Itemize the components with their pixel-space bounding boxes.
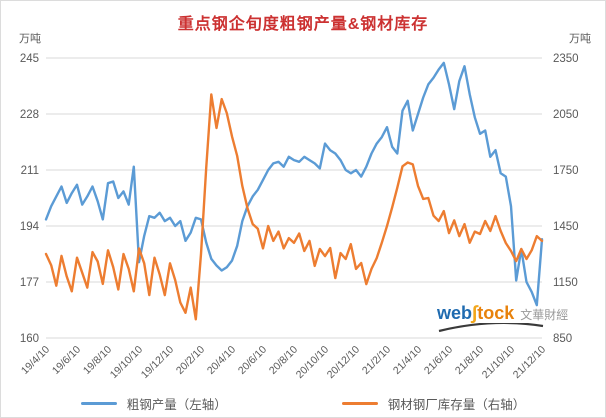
page-title: 重点钢企旬度粗钢产量&钢材库存	[177, 16, 429, 33]
x-axis-tick-label: 19/12/10	[139, 344, 176, 381]
watermark-integral-glyph: ∫	[472, 303, 478, 324]
watermark-logo: web∫tock 文華財經	[437, 303, 569, 333]
x-axis-tick-label: 19/10/10	[108, 344, 145, 381]
watermark-cn-text: 文華財經	[520, 308, 569, 322]
right-axis-tick-label: 2350	[553, 53, 579, 65]
legend-label-crude-steel-output: 粗钢产量（左轴）	[126, 398, 227, 412]
right-axis-tick-label: 1450	[553, 221, 579, 233]
legend-item-crude-steel-output: 粗钢产量（左轴）	[80, 394, 227, 413]
x-axis-tick-label: 21/4/10	[391, 344, 424, 377]
left-axis-tick-label: 211	[21, 165, 39, 177]
left-axis-tick-label: 160	[20, 333, 39, 345]
x-axis-tick-label: 21/2/10	[360, 344, 393, 377]
watermark-swoosh-icon	[438, 323, 544, 333]
left-axis-tick-label: 245	[20, 53, 39, 65]
left-axis-unit-label: 万吨	[19, 33, 41, 45]
legend-label-steel-inventory: 钢材钢厂库存量（右轴）	[387, 398, 526, 412]
left-axis-tick-label: 177	[20, 277, 39, 289]
x-axis-tick-label: 20/6/10	[236, 344, 269, 377]
x-axis-tick-label: 21/10/10	[480, 344, 517, 381]
x-axis-tick-label: 20/10/10	[294, 344, 331, 381]
right-axis-tick-label: 850	[553, 333, 572, 345]
series-line-crude-steel-output	[44, 61, 544, 307]
left-axis-tick-label: 228	[20, 109, 39, 121]
x-axis-tick-label: 20/4/10	[205, 344, 238, 377]
left-axis-tick-label: 194	[20, 221, 40, 233]
right-axis-unit-label: 万吨	[569, 33, 591, 45]
legend-swatch-blue-line	[80, 402, 117, 405]
right-axis-tick-label: 1150	[553, 277, 578, 289]
series-line-steel-inventory	[44, 93, 544, 321]
watermark-tock-text: tock	[477, 303, 515, 323]
x-axis-tick-label: 19/4/10	[19, 344, 52, 377]
right-axis-tick-label: 1750	[553, 165, 579, 177]
x-axis-tick-label: 20/2/10	[174, 344, 207, 377]
x-axis-tick-label: 21/6/10	[422, 344, 455, 377]
x-axis-tick-label: 20/12/10	[325, 344, 362, 381]
legend-swatch-orange-line	[341, 402, 378, 405]
legend-item-steel-inventory: 钢材钢厂库存量（右轴）	[341, 394, 526, 413]
x-axis-tick-label: 19/6/10	[50, 344, 83, 377]
x-axis-tick-label: 21/12/10	[511, 344, 548, 381]
watermark-web-text: web	[437, 303, 473, 323]
chart-legend: 粗钢产量（左轴） 钢材钢厂库存量（右轴）	[1, 394, 605, 413]
right-axis-tick-label: 2050	[553, 109, 579, 121]
